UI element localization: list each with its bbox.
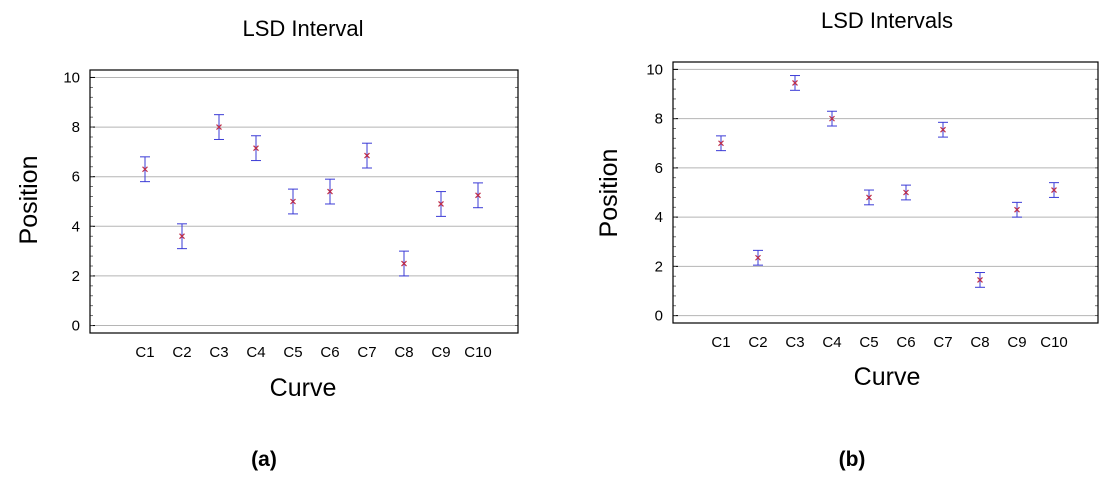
- data-point-a: [216, 124, 222, 130]
- x-tick-label-a: C7: [357, 344, 376, 361]
- x-tick-label-b: C9: [1007, 334, 1026, 351]
- x-tick-label-a: C5: [283, 344, 302, 361]
- x-tick-label-a: C10: [464, 344, 492, 361]
- data-point-b: [866, 194, 872, 201]
- y-axis-label-b: Position: [595, 149, 623, 238]
- data-point-b: [829, 115, 835, 122]
- y-tick-label-b: 8: [655, 111, 663, 128]
- data-point-a: [364, 152, 370, 159]
- data-point-a: [253, 145, 259, 152]
- x-tick-label-a: C3: [209, 344, 228, 361]
- x-tick-label-b: C10: [1040, 334, 1068, 351]
- data-point-b: [1051, 187, 1057, 193]
- chart-title-a: LSD Interval: [242, 16, 363, 41]
- data-point-b: [755, 254, 761, 261]
- data-point-a: [401, 260, 407, 267]
- plot-frame-b: [672, 61, 1099, 324]
- x-tick-label-a: C8: [394, 344, 413, 361]
- y-tick-label-b: 10: [646, 61, 663, 78]
- x-axis-label-b: Curve: [854, 363, 921, 391]
- chart-panel-a: LSD Interval Curve Position (a) 0 2 4 6 8 10 C…: [15, 16, 519, 471]
- data-point-b: [718, 140, 724, 147]
- data-point-a: [290, 198, 296, 205]
- data-point-a: [179, 233, 185, 240]
- x-tick-label-b: C4: [822, 334, 841, 351]
- data-point-b: [903, 189, 909, 196]
- panel-label-a: (a): [251, 448, 277, 471]
- data-point-a: [475, 192, 481, 199]
- y-tick-label-b: 4: [655, 209, 663, 226]
- data-point-a: [142, 166, 148, 173]
- plot-frame-a: [89, 69, 519, 334]
- x-tick-label-b: C8: [970, 334, 989, 351]
- data-point-b: [1014, 206, 1020, 213]
- x-tick-label-a: C1: [135, 344, 154, 361]
- y-tick-label-b: 0: [655, 308, 663, 325]
- data-point-b: [940, 126, 946, 133]
- x-tick-label-b: C2: [748, 334, 767, 351]
- x-tick-label-b: C5: [859, 334, 878, 351]
- data-point-b: [792, 80, 798, 86]
- y-tick-label-a: 4: [72, 218, 80, 235]
- y-tick-label-a: 8: [72, 119, 80, 136]
- y-tick-label-a: 2: [72, 268, 80, 285]
- x-tick-label-a: C9: [431, 344, 450, 361]
- x-tick-label-b: C6: [896, 334, 915, 351]
- y-axis-label-a: Position: [15, 156, 43, 245]
- chart-panel-b: LSD Intervals Curve Position (b) 0 2 4 6 8 10…: [595, 8, 1099, 471]
- x-tick-label-a: C4: [246, 344, 265, 361]
- data-point-a: [327, 188, 333, 195]
- x-tick-label-a: C6: [320, 344, 339, 361]
- y-tick-label-b: 6: [655, 160, 663, 177]
- y-tick-label-b: 2: [655, 258, 663, 275]
- x-axis-label-a: Curve: [270, 374, 337, 402]
- chart-title-b: LSD Intervals: [821, 8, 953, 33]
- data-point-a: [438, 201, 444, 207]
- x-tick-label-b: C3: [785, 334, 804, 351]
- y-tick-label-a: 6: [72, 169, 80, 186]
- x-tick-label-b: C1: [711, 334, 730, 351]
- panel-label-b: (b): [839, 448, 866, 471]
- x-tick-label-a: C2: [172, 344, 191, 361]
- x-tick-label-b: C7: [933, 334, 952, 351]
- y-tick-label-a: 10: [63, 69, 80, 86]
- data-point-b: [977, 276, 983, 283]
- y-tick-label-a: 0: [72, 318, 80, 335]
